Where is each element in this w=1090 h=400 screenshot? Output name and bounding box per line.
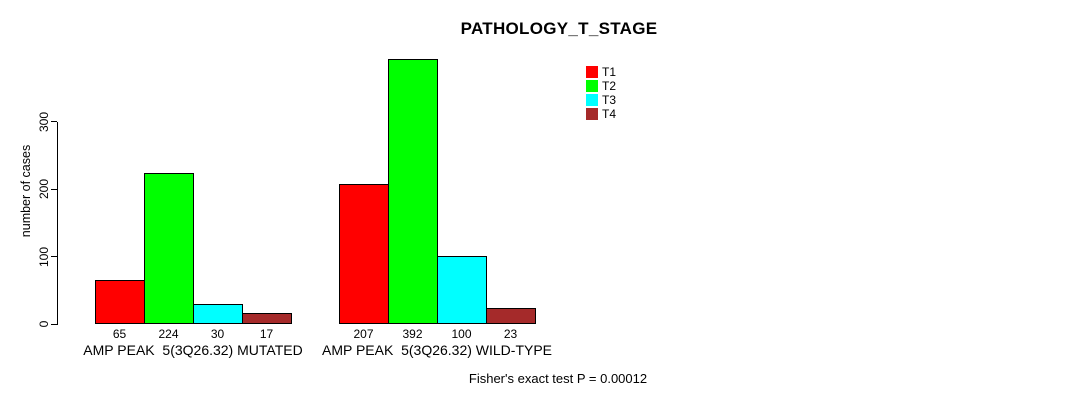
legend-swatch-t2 — [586, 80, 598, 92]
legend-swatch-t1 — [586, 66, 598, 78]
group-label: AMP PEAK 5(3Q26.32) MUTATED — [83, 342, 303, 358]
bar — [486, 308, 536, 324]
legend-label-t1: T1 — [602, 65, 617, 79]
y-tick-label: 0 — [37, 320, 51, 328]
bar-value-label: 392 — [402, 327, 423, 341]
bar — [339, 184, 389, 324]
legend-swatch-t3 — [586, 94, 598, 106]
legend-label-t4: T4 — [602, 107, 617, 121]
y-axis-line — [57, 122, 58, 325]
bar — [242, 313, 292, 324]
chart-title: PATHOLOGY_T_STAGE — [460, 19, 658, 38]
y-tick-mark — [51, 323, 57, 325]
y-tick-mark — [51, 256, 57, 257]
bar-value-label: 17 — [259, 327, 274, 341]
bar-value-label: 30 — [210, 327, 225, 341]
y-tick-label: 200 — [37, 178, 51, 200]
y-tick-label: 300 — [37, 111, 51, 132]
y-tick-mark — [51, 188, 57, 190]
legend-label-t3: T3 — [602, 93, 617, 107]
legend-item-t3: T3 — [586, 94, 616, 106]
legend-swatch-t4 — [586, 108, 598, 120]
bar-value-label: 207 — [353, 327, 374, 341]
bar-value-label: 100 — [451, 327, 472, 341]
bar — [437, 256, 487, 324]
legend-label-t2: T2 — [602, 79, 617, 93]
group-label: AMP PEAK 5(3Q26.32) WILD-TYPE — [321, 342, 553, 358]
bar-value-label: 65 — [112, 327, 127, 341]
footnote: Fisher's exact test P = 0.00012 — [468, 371, 648, 386]
bar — [388, 59, 438, 324]
y-tick-mark — [51, 121, 57, 122]
bar-value-label: 224 — [158, 327, 179, 341]
bar — [193, 304, 243, 324]
y-tick-label: 100 — [37, 246, 51, 267]
legend-item-t2: T2 — [586, 80, 616, 92]
bar — [144, 173, 194, 324]
legend: T1 T2 T3 T4 — [586, 66, 616, 122]
bar — [95, 280, 145, 324]
bar-value-label: 23 — [503, 327, 518, 341]
legend-item-t4: T4 — [586, 108, 616, 120]
legend-item-t1: T1 — [586, 66, 616, 78]
y-axis-label: number of cases — [19, 144, 33, 238]
